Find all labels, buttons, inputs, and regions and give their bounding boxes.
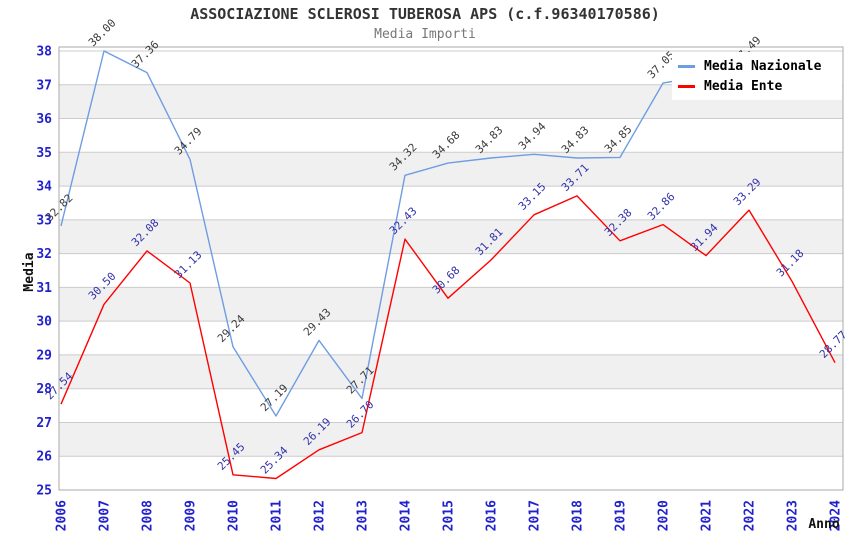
svg-text:2019: 2019: [614, 500, 629, 531]
legend-label: Media Ente: [704, 78, 783, 94]
band: [59, 219, 843, 254]
svg-text:34.85: 34.85: [602, 123, 635, 156]
svg-text:36: 36: [36, 112, 52, 127]
svg-text:2015: 2015: [442, 500, 457, 531]
plot-border: [58, 46, 844, 491]
svg-text:2017: 2017: [528, 500, 543, 531]
svg-text:2021: 2021: [700, 500, 715, 531]
svg-text:2022: 2022: [743, 500, 758, 531]
y-axis-title: Media: [22, 252, 37, 291]
svg-text:2020: 2020: [657, 500, 672, 531]
series-line-media-ente: [60, 195, 836, 480]
svg-text:38: 38: [36, 45, 52, 60]
svg-text:25: 25: [36, 484, 52, 499]
svg-text:38.00: 38.00: [86, 17, 119, 50]
series-line-media-nazionale: [60, 50, 750, 417]
svg-text:2008: 2008: [141, 500, 156, 531]
legend-label: Media Nazionale: [704, 58, 822, 74]
band: [59, 287, 843, 322]
band: [59, 152, 843, 187]
svg-text:2006: 2006: [55, 500, 70, 531]
chart-subtitle: Media Importi: [374, 27, 476, 42]
svg-text:29: 29: [36, 348, 52, 363]
svg-text:2018: 2018: [571, 500, 586, 531]
svg-text:26: 26: [36, 450, 52, 465]
legend-item-media-ente: Media Ente: [672, 79, 842, 94]
svg-text:2012: 2012: [313, 500, 328, 531]
svg-text:28: 28: [36, 382, 52, 397]
x-axis-title: Anno: [808, 517, 839, 532]
svg-text:2007: 2007: [98, 500, 113, 531]
legend-item-media-nazionale: Media Nazionale: [672, 59, 842, 74]
chart-title: ASSOCIAZIONE SCLEROSI TUBEROSA APS (c.f.…: [190, 5, 660, 23]
svg-text:37: 37: [36, 78, 52, 93]
svg-text:2011: 2011: [270, 500, 285, 531]
svg-text:34.94: 34.94: [516, 120, 549, 153]
svg-text:32: 32: [36, 247, 52, 262]
svg-text:30: 30: [36, 315, 52, 330]
band: [59, 422, 843, 457]
svg-text:34.83: 34.83: [473, 124, 506, 157]
legend-line-swatch-ente: [678, 84, 695, 88]
svg-text:27: 27: [36, 416, 52, 431]
svg-text:2024: 2024: [829, 500, 844, 531]
y-axis-ticks: 25 26 27 28 29 30 31 32 33 34 35 36 37 38: [36, 45, 52, 499]
legend-line-swatch-nazionale: [678, 64, 695, 68]
svg-text:37.36: 37.36: [129, 38, 162, 71]
svg-text:31: 31: [36, 281, 52, 296]
svg-text:2014: 2014: [399, 500, 414, 531]
svg-text:33: 33: [36, 213, 52, 228]
svg-text:2016: 2016: [485, 500, 500, 531]
svg-text:2023: 2023: [786, 500, 801, 531]
svg-text:2010: 2010: [227, 500, 242, 531]
svg-text:32.86: 32.86: [645, 190, 678, 223]
svg-text:34: 34: [36, 180, 52, 195]
x-axis-ticks: 2006 2007 2008 2009 2010 2011 2012 2013 2014 2015…: [55, 500, 844, 531]
svg-text:2013: 2013: [356, 500, 371, 531]
svg-text:34.83: 34.83: [559, 124, 592, 157]
svg-text:2009: 2009: [184, 500, 199, 531]
band: [59, 354, 843, 389]
legend: Media Nazionale Media Ente: [672, 52, 842, 100]
svg-text:35: 35: [36, 146, 52, 161]
